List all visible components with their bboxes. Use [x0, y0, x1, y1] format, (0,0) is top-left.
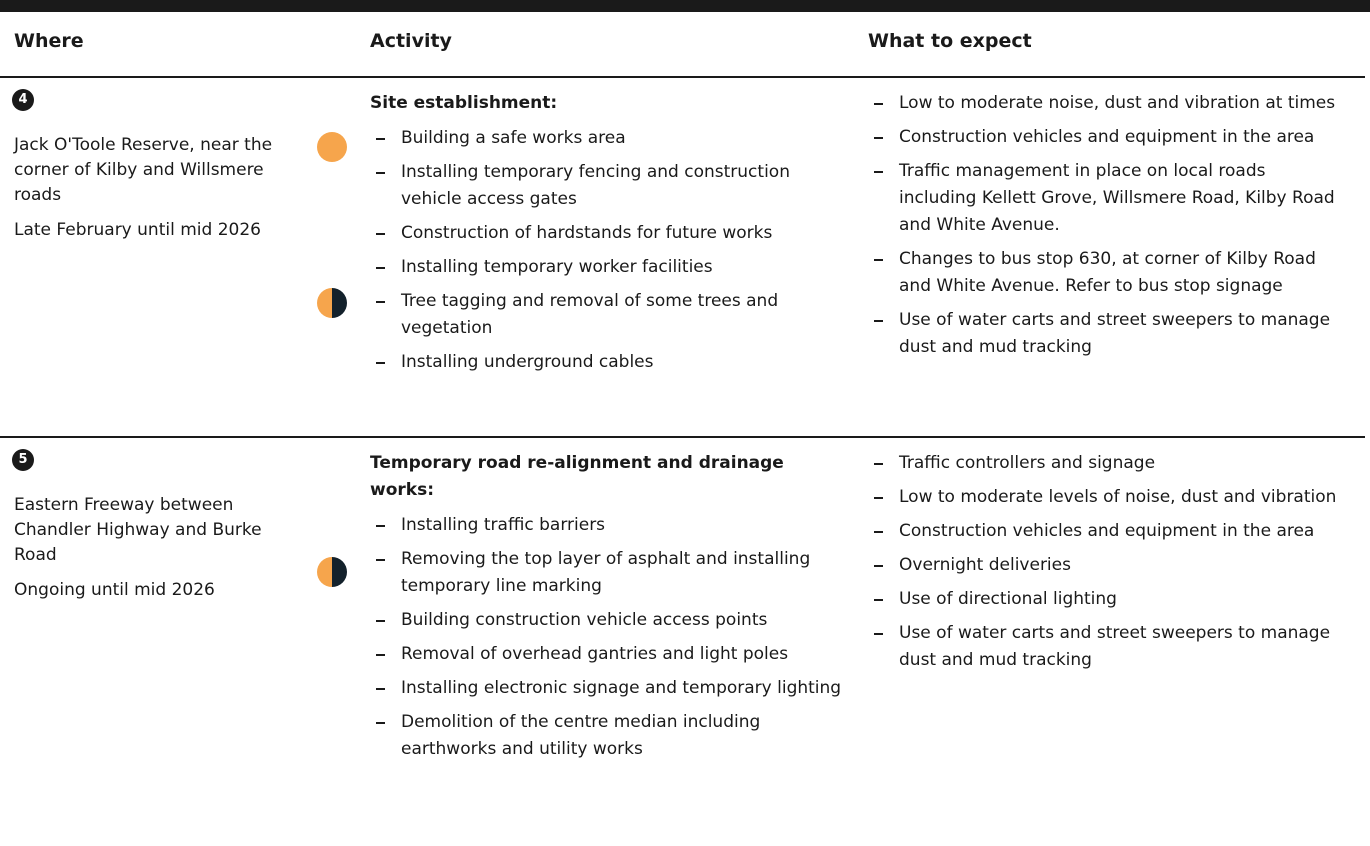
- column-header: What to expect: [868, 30, 1032, 52]
- bullet-dash: [874, 171, 883, 173]
- item-text: Low to moderate noise, dust and vibratio…: [899, 93, 1336, 113]
- item-text: Overnight deliveries: [899, 555, 1071, 575]
- expect-cell: Low to moderate noise, dust and vibratio…: [868, 90, 1348, 368]
- expect-item: Low to moderate levels of noise, dust an…: [868, 484, 1348, 511]
- item-text: Demolition of the centre median includin…: [401, 712, 761, 759]
- activity-cell: Site establishment: Building a safe works…: [370, 90, 850, 383]
- activity-item: Construction of hardstands for future wo…: [370, 220, 850, 247]
- item-text: Installing electronic signage and tempor…: [401, 678, 842, 698]
- expect-item: Use of directional lighting: [868, 586, 1348, 613]
- expect-item: Construction vehicles and equipment in t…: [868, 518, 1348, 545]
- bullet-dash: [376, 138, 385, 140]
- expect-item: Traffic management in place on local roa…: [868, 158, 1348, 239]
- item-text: Construction vehicles and equipment in t…: [899, 127, 1315, 147]
- top-bar: [0, 0, 1370, 12]
- activity-item: Demolition of the centre median includin…: [370, 709, 850, 763]
- item-text: Low to moderate levels of noise, dust an…: [899, 487, 1337, 507]
- expect-item: Construction vehicles and equipment in t…: [868, 124, 1348, 151]
- activity-title: Temporary road re-alignment and drainage…: [370, 453, 784, 500]
- bullet-dash: [376, 267, 385, 269]
- where-cell: Eastern Freeway between Chandler Highway…: [14, 493, 274, 613]
- bullet-dash: [874, 599, 883, 601]
- activity-item: Building construction vehicle access poi…: [370, 607, 850, 634]
- item-text: Installing temporary fencing and constru…: [401, 162, 790, 209]
- row-number: 4: [12, 89, 34, 111]
- bullet-dash: [874, 463, 883, 465]
- bullet-dash: [376, 525, 385, 527]
- bullet-dash: [874, 103, 883, 105]
- activity-item: Installing electronic signage and tempor…: [370, 675, 850, 702]
- expect-cell: Traffic controllers and signage Low to mo…: [868, 450, 1348, 681]
- item-text: Tree tagging and removal of some trees a…: [401, 291, 779, 338]
- bullet-dash: [376, 301, 385, 303]
- column-header: Activity: [370, 30, 452, 52]
- activity-item: Installing underground cables: [370, 349, 850, 376]
- item-text: Removing the top layer of asphalt and in…: [401, 549, 811, 596]
- item-text: Removal of overhead gantries and light p…: [401, 644, 789, 664]
- bullet-dash: [376, 722, 385, 724]
- expect-item: Changes to bus stop 630, at corner of Ki…: [868, 246, 1348, 300]
- activity-item: Installing temporary fencing and constru…: [370, 159, 850, 213]
- activity-item: Building a safe works area: [370, 125, 850, 152]
- expect-item: Traffic controllers and signage: [868, 450, 1348, 477]
- bullet-dash: [376, 362, 385, 364]
- item-text: Building construction vehicle access poi…: [401, 610, 768, 630]
- item-text: Installing traffic barriers: [401, 515, 606, 535]
- header-rule: [0, 76, 1365, 78]
- column-header: Where: [14, 30, 84, 52]
- timing: Ongoing until mid 2026: [14, 580, 215, 600]
- bullet-dash: [376, 172, 385, 174]
- day-icon: [317, 132, 347, 162]
- timing: Late February until mid 2026: [14, 220, 261, 240]
- day-night-icon: [317, 288, 347, 318]
- item-text: Installing underground cables: [401, 352, 654, 372]
- item-text: Traffic controllers and signage: [899, 453, 1156, 473]
- location: Jack O'Toole Reserve, near the corner of…: [14, 135, 273, 205]
- row-number: 5: [12, 449, 34, 471]
- bullet-dash: [376, 688, 385, 690]
- expect-item: Low to moderate noise, dust and vibratio…: [868, 90, 1348, 117]
- activity-item: Installing temporary worker facilities: [370, 254, 850, 281]
- location: Eastern Freeway between Chandler Highway…: [14, 495, 262, 565]
- item-text: Use of directional lighting: [899, 589, 1117, 609]
- row-rule: [0, 436, 1365, 438]
- activity-title: Site establishment:: [370, 93, 558, 113]
- day-night-icon: [317, 557, 347, 587]
- item-text: Construction of hardstands for future wo…: [401, 223, 773, 243]
- bullet-dash: [874, 259, 883, 261]
- bullet-dash: [874, 633, 883, 635]
- bullet-dash: [376, 654, 385, 656]
- bullet-dash: [376, 620, 385, 622]
- item-text: Building a safe works area: [401, 128, 626, 148]
- activity-item: Installing traffic barriers: [370, 512, 850, 539]
- expect-item: Use of water carts and street sweepers t…: [868, 307, 1348, 361]
- item-text: Use of water carts and street sweepers t…: [899, 623, 1331, 670]
- activity-item: Removal of overhead gantries and light p…: [370, 641, 850, 668]
- activity-item: Removing the top layer of asphalt and in…: [370, 546, 850, 600]
- item-text: Use of water carts and street sweepers t…: [899, 310, 1331, 357]
- bullet-dash: [874, 497, 883, 499]
- bullet-dash: [874, 565, 883, 567]
- bullet-dash: [874, 137, 883, 139]
- where-cell: Jack O'Toole Reserve, near the corner of…: [14, 133, 274, 253]
- bullet-dash: [874, 320, 883, 322]
- bullet-dash: [376, 559, 385, 561]
- expect-item: Overnight deliveries: [868, 552, 1348, 579]
- activity-cell: Temporary road re-alignment and drainage…: [370, 450, 850, 770]
- expect-item: Use of water carts and street sweepers t…: [868, 620, 1348, 674]
- bullet-dash: [874, 531, 883, 533]
- item-text: Traffic management in place on local roa…: [899, 161, 1335, 235]
- activity-item: Tree tagging and removal of some trees a…: [370, 288, 850, 342]
- item-text: Construction vehicles and equipment in t…: [899, 521, 1315, 541]
- bullet-dash: [376, 233, 385, 235]
- item-text: Installing temporary worker facilities: [401, 257, 713, 277]
- item-text: Changes to bus stop 630, at corner of Ki…: [899, 249, 1316, 296]
